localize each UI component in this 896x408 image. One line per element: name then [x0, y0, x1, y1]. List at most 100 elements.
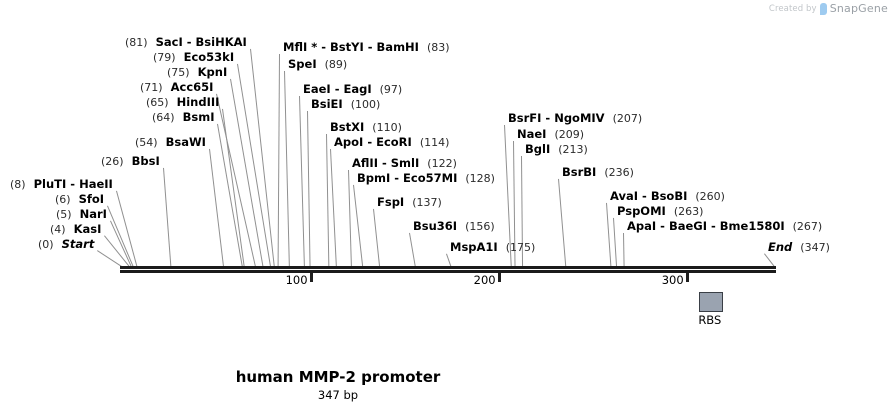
enzyme-name: AvaI	[610, 189, 639, 203]
enzyme-site-label-start[interactable]: (0) Start	[38, 238, 94, 251]
enzyme-site-label-kpni[interactable]: (75) KpnI	[167, 66, 227, 79]
enzyme-site-label-naei[interactable]: NaeI (209)	[517, 128, 584, 141]
site-position: (260)	[695, 190, 725, 203]
enzyme-site-label-spei[interactable]: SpeI (89)	[288, 58, 347, 71]
enzyme-site-label-acc65i[interactable]: (71) Acc65I	[140, 81, 213, 94]
enzyme-name: Acc65I	[170, 80, 214, 94]
enzyme-site-label-bsrbi[interactable]: BsrBI (236)	[562, 166, 634, 179]
site-position: (110)	[372, 121, 402, 134]
enzyme-name: Eco57MI	[403, 171, 458, 185]
enzyme-name: AflII	[352, 156, 378, 170]
enzyme-site-label-sfoi[interactable]: (6) SfoI	[55, 193, 104, 206]
leader-line	[409, 232, 416, 267]
enzyme-site-label-aflii-smli[interactable]: AflII - SmlI (122)	[352, 157, 457, 170]
enzyme-site-label-end[interactable]: End (347)	[768, 241, 830, 254]
enzyme-site-label-bsiei[interactable]: BsiEI (100)	[311, 98, 380, 111]
site-position: (75)	[167, 66, 190, 79]
site-position: (114)	[419, 136, 450, 149]
enzyme-name: BsaWI	[165, 135, 206, 149]
site-position: (64)	[152, 111, 175, 124]
name-separator: -	[363, 135, 377, 149]
site-position: (0)	[38, 238, 54, 251]
ruler-tick-200	[497, 273, 501, 282]
enzyme-site-label-eaei-eagi[interactable]: EaeI - EagI (97)	[303, 83, 402, 96]
site-position: (137)	[412, 196, 442, 209]
enzyme-site-label-mfli-bstyi-bamhi[interactable]: MflI * - BstYI - BamHI (83)	[283, 41, 450, 54]
enzyme-site-label-kasi[interactable]: (4) KasI	[50, 223, 101, 236]
enzyme-name: BpmI	[357, 171, 391, 185]
enzyme-name: ApaI	[627, 219, 657, 233]
enzyme-site-label-bsmi[interactable]: (64) BsmI	[152, 111, 214, 124]
site-position: (54)	[135, 136, 158, 149]
name-separator: -	[363, 40, 377, 54]
enzyme-site-label-nari[interactable]: (5) NarI	[56, 208, 107, 221]
leader-line	[250, 48, 275, 267]
enzyme-name: BsoBI	[650, 189, 688, 203]
leader-line	[307, 110, 311, 267]
enzyme-name: KasI	[73, 222, 102, 236]
name-separator: -	[707, 219, 720, 233]
enzyme-site-label-hindiii[interactable]: (65) HindIII	[146, 96, 219, 109]
enzyme-site-label-avai-bsobi[interactable]: AvaI - BsoBI (260)	[610, 190, 725, 203]
page-title: human MMP-2 promoter	[235, 368, 441, 386]
enzyme-site-label-pspomi[interactable]: PspOMI (263)	[617, 205, 703, 218]
enzyme-site-label-bpmi-eco57mi[interactable]: BpmI - Eco57MI (128)	[357, 172, 495, 185]
site-position: (4)	[50, 223, 66, 236]
enzyme-name: End	[768, 240, 793, 254]
enzyme-site-label-saci-bsihkai[interactable]: (81) SacI - BsiHKAI	[125, 36, 247, 49]
site-position: (5)	[56, 208, 72, 221]
enzyme-site-label-pluti-haeii[interactable]: (8) PluTI - HaeII	[10, 178, 113, 191]
enzyme-site-label-bgli[interactable]: BglI (213)	[525, 143, 588, 156]
ruler-tick-label-100: 100	[285, 273, 308, 287]
feature-box-rbs[interactable]	[698, 292, 723, 312]
enzyme-name: BsiEI	[311, 97, 343, 111]
enzyme-name: EagI	[343, 82, 372, 96]
enzyme-name: BsmI	[182, 110, 215, 124]
enzyme-site-label-apoi-ecori[interactable]: ApoI - EcoRI (114)	[334, 136, 449, 149]
leader-line	[299, 95, 305, 267]
enzyme-name: Start	[61, 237, 95, 251]
enzyme-name: BglI	[525, 142, 551, 156]
enzyme-site-label-mspa1i[interactable]: MspA1I (175)	[450, 241, 535, 254]
site-position: (81)	[125, 36, 148, 49]
name-separator: -	[541, 111, 555, 125]
site-position: (122)	[427, 157, 457, 170]
ruler-tick-100	[309, 273, 313, 282]
leader-line	[216, 93, 256, 267]
site-position: (65)	[146, 96, 169, 109]
enzyme-name: Bme1580I	[719, 219, 785, 233]
site-position: (209)	[554, 128, 585, 141]
leader-line	[353, 184, 364, 267]
enzyme-name: NaeI	[517, 127, 547, 141]
enzyme-site-label-eco53ki[interactable]: (79) Eco53kI	[153, 51, 234, 64]
site-position: (128)	[465, 172, 495, 185]
enzyme-name: BsiHKAI	[195, 35, 247, 49]
enzyme-site-label-bsu36i[interactable]: Bsu36I (156)	[413, 220, 495, 233]
enzyme-site-label-bstxi[interactable]: BstXI (110)	[330, 121, 402, 134]
site-position: (267)	[792, 220, 823, 233]
name-separator: -	[330, 82, 344, 96]
leader-line	[764, 253, 775, 267]
enzyme-name: Bsu36I	[413, 219, 458, 233]
enzyme-name: KpnI	[197, 65, 228, 79]
enzyme-name: BstYI	[330, 40, 364, 54]
enzyme-site-label-bbsi[interactable]: (26) BbsI	[101, 155, 160, 168]
enzyme-site-label-bsrfi-ngomiv[interactable]: BsrFI - NgoMIV (207)	[508, 112, 642, 125]
enzyme-name: EaeI	[303, 82, 331, 96]
enzyme-site-label-apai-baegi-bme1580i[interactable]: ApaI - BaeGI - Bme1580I (267)	[627, 220, 822, 233]
ruler-tick-label-300: 300	[661, 273, 684, 287]
name-separator: -	[390, 171, 404, 185]
ruler-tick-label-200: 200	[473, 273, 496, 287]
site-position: (26)	[101, 155, 124, 168]
watermark-created-by-text: Created by	[768, 3, 817, 14]
feature-label-rbs: RBS	[698, 313, 722, 327]
enzyme-site-label-bsawi[interactable]: (54) BsaWI	[135, 136, 206, 149]
enzyme-name: PluTI	[33, 177, 67, 191]
leader-line	[107, 205, 134, 267]
name-separator: -	[66, 177, 80, 191]
leader-line	[284, 70, 290, 267]
site-position: (156)	[465, 220, 495, 233]
sequence-length-label: 347 bp	[317, 388, 359, 402]
enzyme-site-label-fspi[interactable]: FspI (137)	[377, 196, 442, 209]
